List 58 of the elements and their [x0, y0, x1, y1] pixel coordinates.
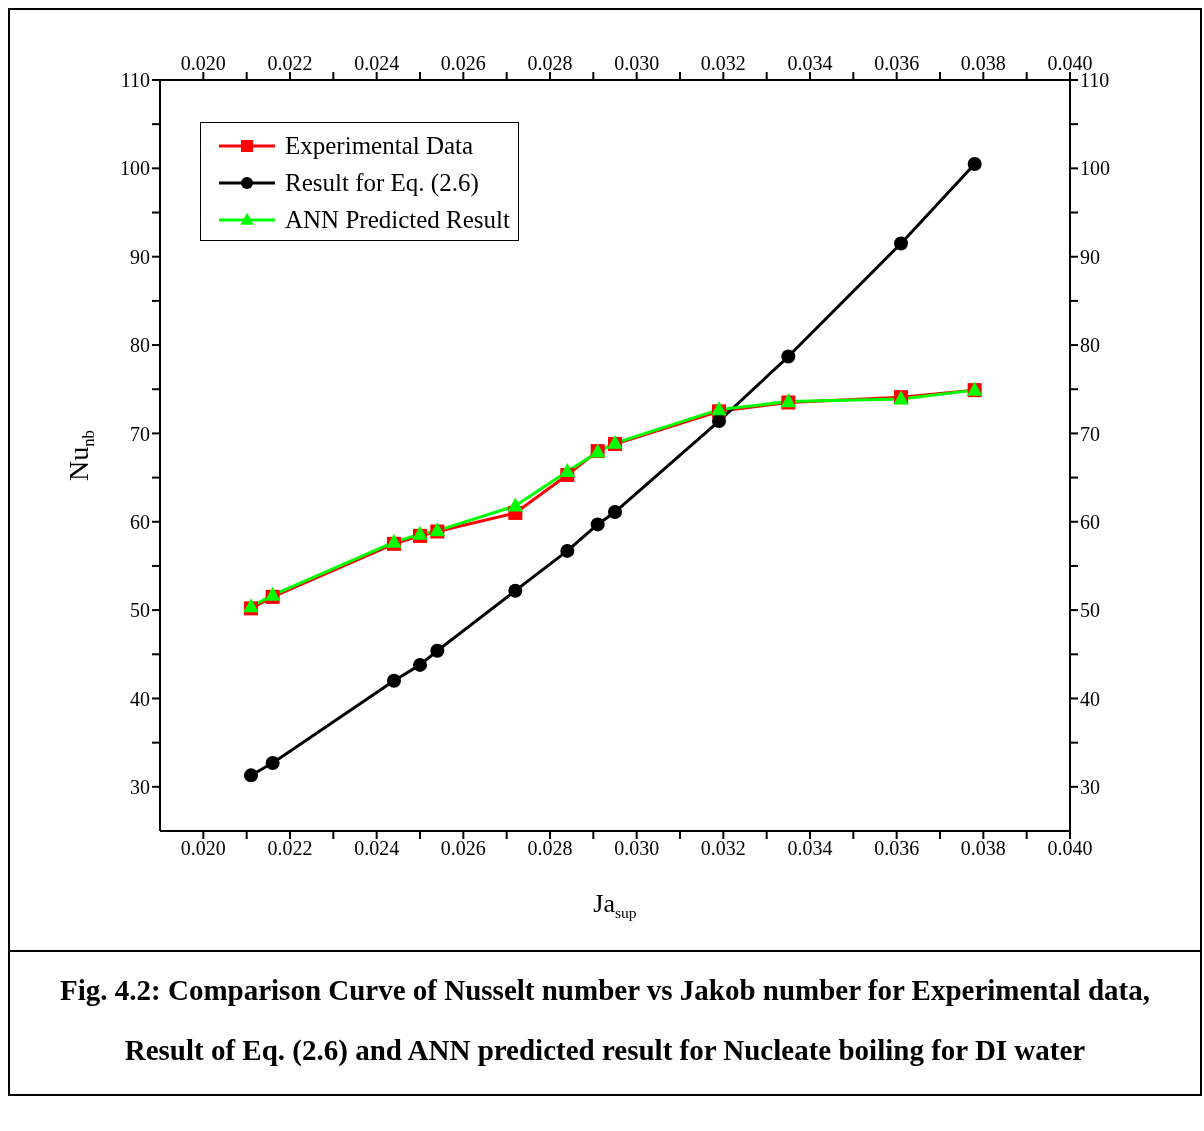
point: [560, 543, 575, 558]
x2-tick-label: 0.022: [267, 837, 313, 860]
x-tick-label: 0.030: [614, 52, 660, 74]
x-tick-label: 0.028: [527, 52, 573, 74]
y2-tick-label: 100: [1080, 157, 1110, 180]
x-tick-label: 0.032: [700, 52, 746, 74]
legend-label: Experimental Data: [285, 131, 474, 160]
x2-tick-label: 0.040: [1047, 837, 1093, 860]
x-tick-label: 0.024: [354, 52, 400, 74]
y2-tick-label: 80: [1080, 334, 1100, 357]
point: [430, 643, 445, 658]
y2-tick-label: 50: [1080, 599, 1100, 622]
point: [244, 768, 258, 783]
point: [265, 755, 280, 770]
x-tick-label: 0.022: [267, 52, 313, 74]
point: [608, 505, 622, 520]
y2-tick-label: 90: [1080, 245, 1100, 268]
point: [781, 349, 796, 364]
y-tick-label: 90: [130, 245, 150, 268]
x-tick-label: 0.026: [440, 52, 486, 74]
x-tick-label: 0.038: [960, 52, 1006, 74]
point: [590, 517, 605, 532]
x2-tick-label: 0.020: [180, 837, 226, 860]
y2-tick-label: 40: [1080, 687, 1100, 710]
x-tick-label: 0.036: [874, 52, 920, 74]
x2-tick-label: 0.024: [354, 837, 400, 860]
y2-tick-label: 60: [1080, 510, 1100, 533]
x-tick-label: 0.020: [180, 52, 226, 74]
point: [507, 497, 524, 512]
text: Fig. 4.2: Comparison Curve of Nusselt number vs Jakob number for Experimental data, Result of Eq. (2.6) and ANN predicted result for Nucleate boiling for DI water: [10, 950, 1200, 1094]
legend-label: ANN Predicted Result: [285, 205, 510, 234]
x2-tick-label: 0.032: [700, 837, 746, 860]
x2-tick-label: 0.028: [527, 837, 573, 860]
y2-tick-label: 70: [1080, 422, 1100, 445]
point: [387, 673, 401, 688]
x-tick-label: 0.034: [787, 52, 833, 74]
x2-tick-label: 0.026: [440, 837, 486, 860]
x2-tick-label: 0.036: [874, 837, 920, 860]
x-axis-title: Ja$_{sup}$: [593, 889, 637, 921]
point: [559, 463, 576, 477]
point: [894, 236, 908, 251]
x2-tick-label: 0.038: [960, 837, 1006, 860]
y-tick-label: 100: [120, 157, 150, 180]
y-tick-label: 50: [130, 599, 150, 622]
y-tick-label: 70: [130, 422, 150, 445]
point: [508, 583, 523, 598]
y-tick-label: 40: [130, 687, 150, 710]
y-tick-label: 60: [130, 510, 150, 533]
point: [967, 156, 982, 171]
y-tick-label: 110: [120, 69, 150, 92]
y2-tick-label: 30: [1080, 775, 1100, 798]
legend-label: Result for Eq. (2.6): [285, 168, 479, 197]
y-tick-label: 80: [130, 334, 150, 357]
point: [712, 414, 726, 429]
x2-tick-label: 0.034: [787, 837, 833, 860]
point: [413, 657, 427, 672]
x2-tick-label: 0.030: [614, 837, 660, 860]
y-tick-label: 30: [130, 775, 150, 798]
